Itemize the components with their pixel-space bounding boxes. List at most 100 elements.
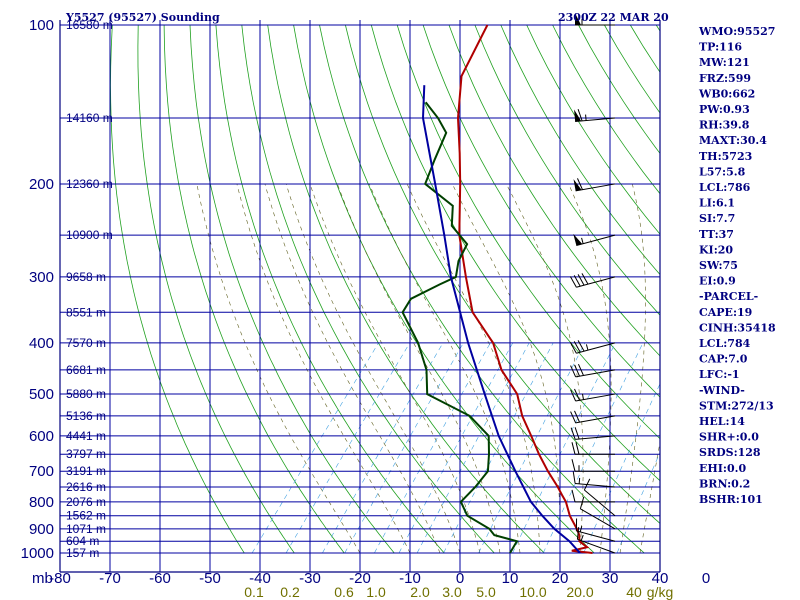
- index-entry: L57:5.8: [699, 165, 746, 178]
- sounding-line-0: [456, 24, 593, 554]
- pressure-label: 200: [29, 176, 54, 193]
- mixing-ratio-label: 0.2: [280, 584, 300, 600]
- index-entry: EHI:0.0: [699, 462, 746, 475]
- height-label: 9658 m: [66, 270, 106, 284]
- wind-barb: [571, 442, 615, 455]
- mixing-ratio-label: 10.0: [519, 584, 546, 600]
- index-entry: SHR+:0.0: [699, 431, 759, 444]
- index-entry: STM:272/13: [699, 399, 774, 412]
- temperature-tick-label: 30: [602, 570, 619, 587]
- index-entry: CAP:7.0: [699, 353, 748, 366]
- index-entry: KI:20: [699, 243, 733, 256]
- index-entry: LCL:786: [699, 181, 751, 194]
- sounding-line-1: [401, 101, 519, 554]
- pressure-axis-unit: mb: [32, 570, 53, 587]
- wind-barb: [572, 471, 616, 488]
- temperature-tick-label: -50: [199, 570, 221, 587]
- pressure-label: 900: [29, 521, 54, 538]
- dry-adiabat: [760, 25, 800, 553]
- height-label: 4441 m: [66, 429, 106, 443]
- index-entry: CINH:35418: [699, 321, 776, 334]
- pressure-label: 800: [29, 494, 54, 511]
- index-entry: WB0:662: [698, 87, 755, 100]
- wind-barb: [571, 459, 615, 472]
- height-label: 10900 m: [66, 228, 113, 242]
- pressure-label: 600: [29, 428, 54, 445]
- index-entry: LFC:-1: [699, 368, 740, 381]
- pressure-label: 1000: [21, 545, 54, 562]
- height-label: 1562 m: [66, 509, 106, 523]
- moist-adiabat: [568, 183, 612, 554]
- station-title: Y5527 (95527) Sounding: [65, 11, 220, 24]
- moist-adiabat: [506, 183, 584, 554]
- index-entry: LCL:784: [699, 337, 751, 350]
- wind-barb: [574, 108, 616, 122]
- wind-barb: [571, 489, 615, 503]
- pressure-label: 400: [29, 335, 54, 352]
- mixing-ratio-label: 0.6: [334, 584, 354, 600]
- height-label: 14160 m: [66, 111, 113, 125]
- wind-barb: [570, 363, 616, 378]
- moist-adiabat: [639, 440, 660, 554]
- observation-time: 2300Z 22 MAR 20: [558, 11, 669, 24]
- height-label: 1071 m: [66, 522, 106, 536]
- temperature-tick-label: 0: [702, 570, 710, 587]
- mixing-ratio-label: 5.0: [476, 584, 496, 600]
- index-entry: -WIND-: [699, 384, 745, 397]
- mixing-ratio-label: 40: [626, 584, 642, 600]
- index-entry: HEL:14: [699, 415, 745, 428]
- index-entry: SW:75: [699, 259, 738, 272]
- temperature-tick-label: 10: [502, 570, 519, 587]
- sounding-profiles: [401, 24, 593, 554]
- stability-indices-panel: WMO:95527 TP:116 MW:121 FRZ:599 WB0:662 PW:0.…: [698, 25, 776, 506]
- sounding-line-2: [421, 85, 581, 554]
- temperature-tick-label: -30: [299, 570, 321, 587]
- index-entry: SRDS:128: [699, 446, 761, 459]
- temperature-tick-label: -60: [149, 570, 171, 587]
- index-entry: FRZ:599: [699, 72, 751, 85]
- height-label: 2616 m: [66, 480, 106, 494]
- height-label: 3191 m: [66, 464, 106, 478]
- index-entry: WMO:95527: [698, 25, 775, 38]
- index-entry: BSHR:101: [699, 493, 763, 506]
- index-entry: TH:5723: [699, 150, 752, 163]
- wind-barb: [570, 427, 616, 440]
- temperature-tick-label: -70: [99, 570, 121, 587]
- height-label: 5880 m: [66, 387, 106, 401]
- temperature-tick-label: -10: [399, 570, 421, 587]
- mixing-ratio-label: 2.0: [410, 584, 430, 600]
- wind-barb: [569, 273, 616, 288]
- wind-barb: [573, 233, 616, 246]
- wind-barb: [573, 178, 616, 192]
- index-entry: -PARCEL-: [699, 290, 758, 303]
- index-entry: EI:0.9: [699, 275, 736, 288]
- temperature-tick-label: -40: [249, 570, 271, 587]
- dry-adiabat: [786, 25, 800, 553]
- mixing-ratio-label: 3.0: [442, 584, 462, 600]
- moist-adiabat: [309, 183, 481, 554]
- temperature-tick-label: 20: [552, 570, 569, 587]
- index-entry: LI:6.1: [699, 197, 735, 210]
- index-entry: CAPE:19: [699, 306, 752, 319]
- index-entry: TP:116: [699, 41, 742, 54]
- index-entry: TT:37: [699, 228, 734, 241]
- height-label: 157 m: [66, 546, 99, 560]
- mixing-ratio-label: 1.0: [366, 584, 386, 600]
- height-label: 3797 m: [66, 447, 106, 461]
- moist-adiabat: [406, 183, 541, 554]
- pressure-label: 300: [29, 269, 54, 286]
- height-label: 7570 m: [66, 336, 106, 350]
- wind-barb: [570, 388, 616, 402]
- height-label: 6681 m: [66, 363, 106, 377]
- temperature-tick-label: -80: [49, 570, 71, 587]
- index-entry: MW:121: [699, 56, 750, 69]
- index-entry: SI:7.7: [699, 212, 735, 225]
- wind-barb: [579, 496, 616, 530]
- temperature-tick-label: -20: [349, 570, 371, 587]
- height-label: 2076 m: [66, 495, 106, 509]
- mixing-ratio-label: 0.1: [244, 584, 264, 600]
- index-entry: BRN:0.2: [699, 477, 750, 490]
- wind-barb: [575, 13, 615, 26]
- pressure-label: 100: [29, 17, 54, 34]
